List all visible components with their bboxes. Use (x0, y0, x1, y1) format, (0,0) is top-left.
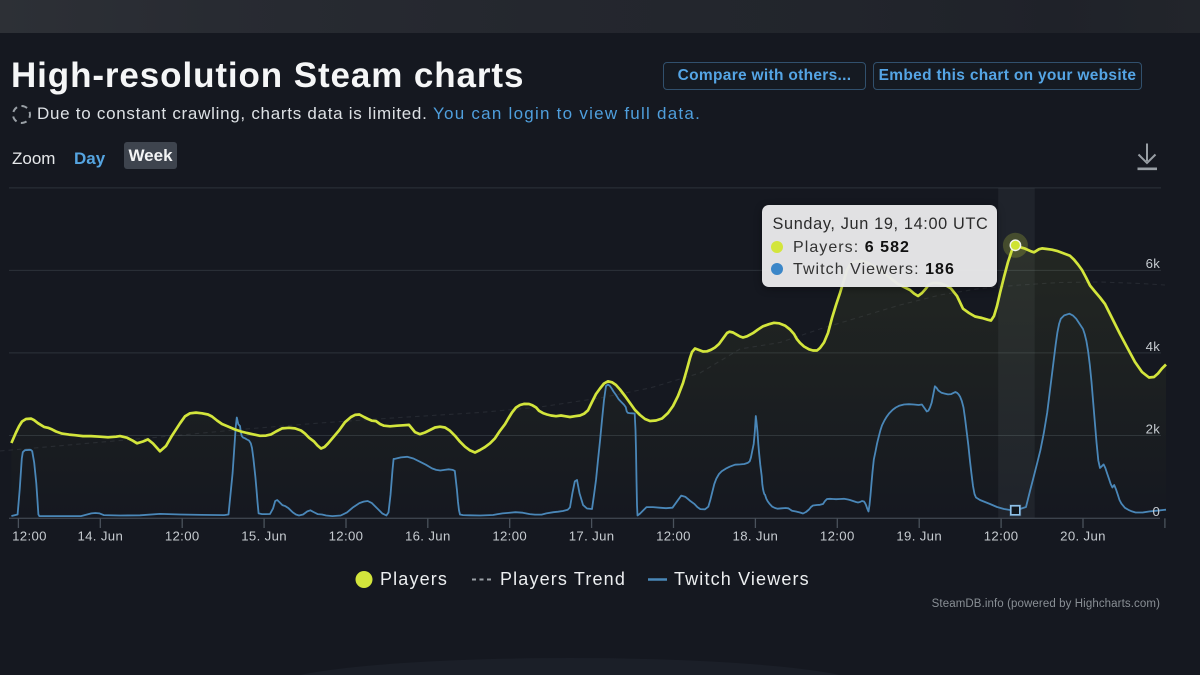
svg-text:12:00: 12:00 (656, 529, 691, 544)
svg-text:12:00: 12:00 (329, 529, 364, 544)
svg-text:19. Jun: 19. Jun (896, 529, 942, 544)
svg-text:12:00: 12:00 (492, 529, 527, 544)
svg-text:4k: 4k (1146, 339, 1161, 354)
svg-text:2k: 2k (1146, 421, 1161, 436)
svg-text:14. Jun: 14. Jun (77, 529, 123, 544)
svg-text:17. Jun: 17. Jun (569, 529, 615, 544)
svg-text:16. Jun: 16. Jun (405, 529, 451, 544)
svg-text:12:00: 12:00 (984, 529, 1019, 544)
svg-text:12:00: 12:00 (165, 529, 200, 544)
svg-text:15. Jun: 15. Jun (241, 529, 287, 544)
svg-text:20. Jun: 20. Jun (1060, 529, 1106, 544)
svg-text:18. Jun: 18. Jun (733, 529, 779, 544)
svg-text:12:00: 12:00 (12, 529, 47, 544)
svg-text:0: 0 (1152, 504, 1160, 519)
svg-text:12:00: 12:00 (820, 529, 855, 544)
svg-text:6k: 6k (1146, 256, 1161, 271)
